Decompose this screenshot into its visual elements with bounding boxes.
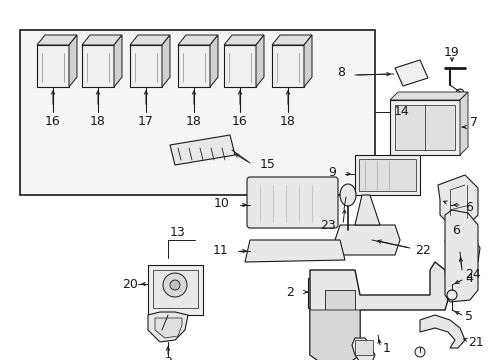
Text: 7: 7 bbox=[469, 117, 477, 130]
Polygon shape bbox=[309, 262, 447, 360]
Text: 11: 11 bbox=[212, 244, 227, 257]
Polygon shape bbox=[419, 315, 464, 348]
Text: 23: 23 bbox=[320, 220, 335, 233]
Text: 5: 5 bbox=[464, 310, 472, 324]
Bar bbox=[394, 105, 454, 150]
Text: 21: 21 bbox=[467, 336, 483, 348]
Polygon shape bbox=[130, 35, 170, 45]
Circle shape bbox=[163, 273, 186, 297]
Text: 16: 16 bbox=[45, 116, 61, 129]
Bar bbox=[271, 45, 304, 87]
Bar bbox=[82, 45, 114, 87]
Ellipse shape bbox=[339, 184, 355, 206]
Text: 24: 24 bbox=[464, 269, 480, 282]
Circle shape bbox=[156, 330, 163, 338]
Polygon shape bbox=[37, 35, 77, 45]
Polygon shape bbox=[444, 210, 477, 302]
Polygon shape bbox=[271, 35, 311, 45]
Bar bbox=[307, 278, 347, 308]
Circle shape bbox=[414, 347, 424, 357]
Text: 10: 10 bbox=[214, 198, 229, 211]
Polygon shape bbox=[334, 225, 399, 255]
Text: 2: 2 bbox=[285, 285, 293, 298]
Text: 18: 18 bbox=[280, 116, 295, 129]
Text: 16: 16 bbox=[232, 116, 247, 129]
Bar bbox=[389, 100, 459, 155]
Polygon shape bbox=[155, 318, 182, 338]
Text: 3: 3 bbox=[164, 355, 172, 360]
Polygon shape bbox=[437, 175, 477, 228]
Text: 8: 8 bbox=[336, 67, 345, 80]
Circle shape bbox=[320, 286, 334, 300]
Text: 4: 4 bbox=[464, 271, 472, 284]
Polygon shape bbox=[309, 310, 359, 360]
Polygon shape bbox=[394, 60, 427, 86]
Polygon shape bbox=[444, 235, 479, 268]
Polygon shape bbox=[256, 35, 264, 87]
Polygon shape bbox=[459, 92, 467, 155]
Bar bbox=[20, 30, 374, 195]
Text: 6: 6 bbox=[464, 202, 472, 215]
Text: 18: 18 bbox=[90, 116, 106, 129]
Text: 22: 22 bbox=[414, 243, 430, 256]
Bar bbox=[37, 45, 69, 87]
Bar bbox=[354, 340, 372, 355]
Text: 1: 1 bbox=[382, 342, 390, 355]
Text: 18: 18 bbox=[185, 116, 202, 129]
Polygon shape bbox=[148, 312, 187, 342]
Polygon shape bbox=[114, 35, 122, 87]
Text: 9: 9 bbox=[327, 166, 335, 180]
Polygon shape bbox=[69, 35, 77, 87]
Bar bbox=[148, 265, 203, 315]
Circle shape bbox=[446, 290, 456, 300]
FancyBboxPatch shape bbox=[246, 177, 337, 228]
Text: 6: 6 bbox=[451, 225, 459, 238]
Text: 19: 19 bbox=[443, 45, 459, 58]
Circle shape bbox=[455, 89, 463, 97]
Text: 20: 20 bbox=[122, 278, 138, 291]
Text: 13: 13 bbox=[170, 226, 185, 239]
Polygon shape bbox=[224, 35, 264, 45]
Circle shape bbox=[170, 280, 180, 290]
Polygon shape bbox=[170, 135, 235, 165]
Polygon shape bbox=[178, 35, 218, 45]
Polygon shape bbox=[82, 35, 122, 45]
Polygon shape bbox=[209, 35, 218, 87]
Text: 14: 14 bbox=[393, 105, 409, 118]
Bar bbox=[224, 45, 256, 87]
Bar bbox=[130, 45, 162, 87]
Polygon shape bbox=[304, 35, 311, 87]
Bar bbox=[178, 45, 209, 87]
Polygon shape bbox=[351, 338, 374, 360]
Text: 17: 17 bbox=[138, 116, 154, 129]
Polygon shape bbox=[389, 92, 467, 100]
Bar bbox=[358, 159, 415, 191]
Polygon shape bbox=[244, 240, 345, 262]
Bar bbox=[354, 155, 419, 195]
Bar bbox=[153, 270, 198, 308]
Text: 15: 15 bbox=[260, 158, 275, 171]
Polygon shape bbox=[325, 290, 354, 355]
Polygon shape bbox=[162, 35, 170, 87]
Polygon shape bbox=[354, 195, 379, 225]
